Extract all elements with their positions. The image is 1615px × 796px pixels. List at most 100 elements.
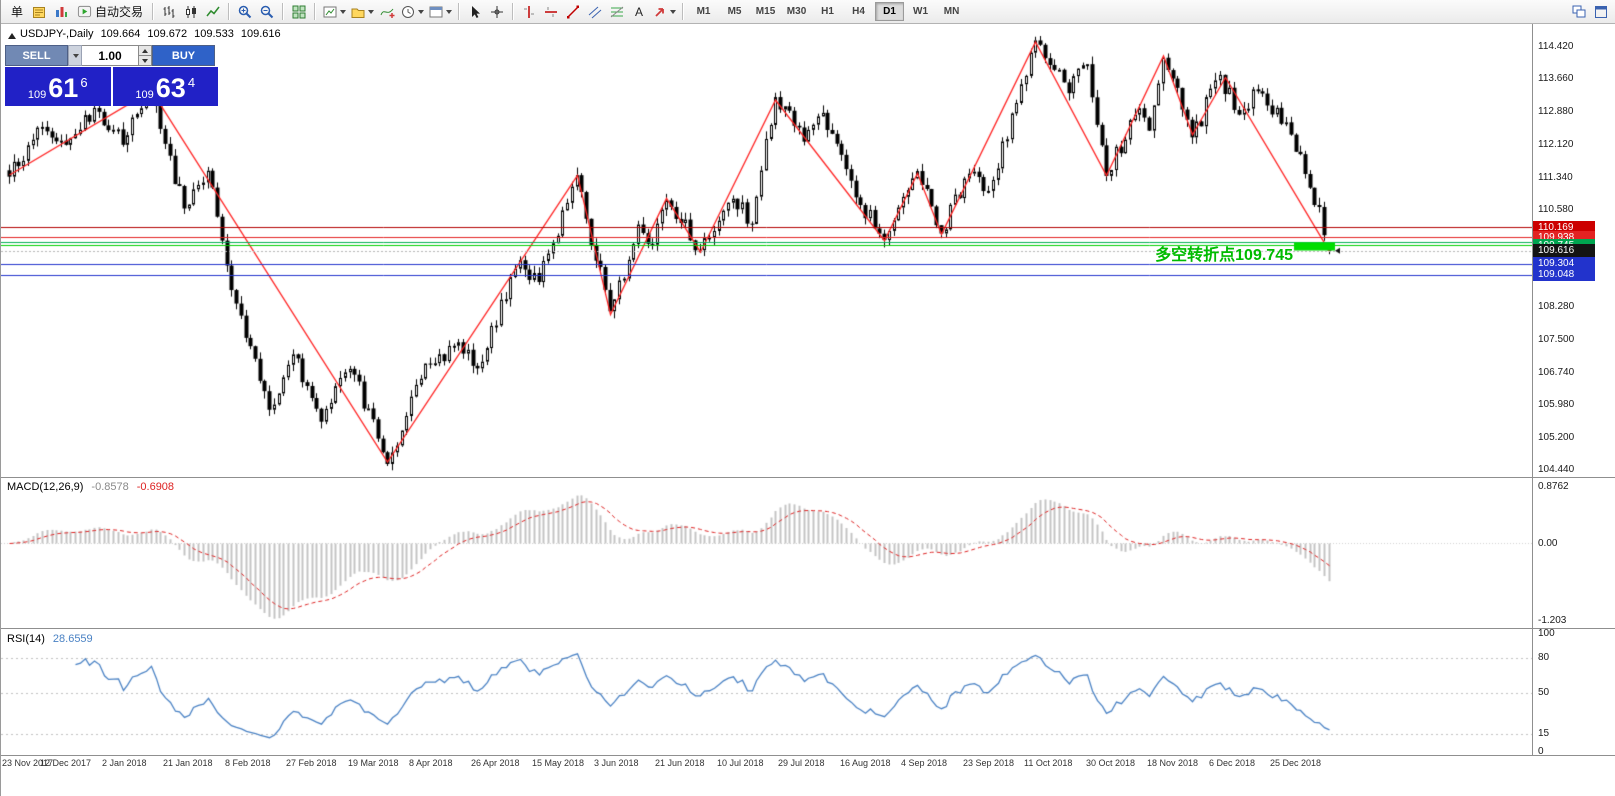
- date-axis-label: 19 Mar 2018: [348, 758, 399, 768]
- fibonacci-icon[interactable]: [606, 2, 628, 22]
- periods-dropdown-icon[interactable]: [418, 9, 425, 14]
- templates-dropdown-icon[interactable]: [446, 9, 453, 14]
- date-axis-label: 8 Feb 2018: [225, 758, 271, 768]
- quote-line: USDJPY-,Daily 109.664 109.672 109.533 10…: [20, 28, 281, 40]
- timeframe-h1-button[interactable]: H1: [821, 6, 834, 17]
- volume-stepper: [138, 45, 152, 66]
- one-click-panel-toggle-icon[interactable]: [8, 33, 16, 39]
- date-axis-label: 18 Nov 2018: [1147, 758, 1199, 768]
- date-axis-label: 12 Dec 2017: [40, 758, 92, 768]
- price-axis-border: [1532, 24, 1533, 755]
- timeframe-mn-button[interactable]: MN: [943, 6, 960, 17]
- text-label-icon[interactable]: A: [628, 2, 650, 22]
- date-axis-label: 4 Sep 2018: [901, 758, 948, 768]
- trade-prices-row: 109 61 6 109 63 4: [5, 67, 218, 106]
- candlestick-chart-icon[interactable]: [180, 2, 202, 22]
- panel-separator[interactable]: [1, 477, 1615, 478]
- date-axis-label: 29 Jul 2018: [778, 758, 825, 768]
- cursor-icon[interactable]: [464, 2, 486, 22]
- volume-input[interactable]: [82, 45, 138, 66]
- date-axis-label: 15 May 2018: [532, 758, 585, 768]
- price-axis-label: 106.740: [1538, 366, 1575, 378]
- buy-price-prefix: 109: [135, 89, 154, 101]
- macd-canvas[interactable]: [1, 478, 1532, 628]
- rsi-canvas[interactable]: [1, 630, 1532, 754]
- date-axis-label: 21 Jun 2018: [655, 758, 705, 768]
- toolbar-separator: [682, 3, 685, 20]
- rsi-value: 28.6559: [52, 633, 93, 645]
- timeframe-h4-button[interactable]: H4: [852, 6, 865, 17]
- chart-text-annotation: 多空转折点109.745: [1155, 247, 1293, 264]
- sell-button[interactable]: SELL: [5, 45, 68, 66]
- trade-controls-row: SELL BUY: [5, 45, 218, 66]
- bar-chart-icon[interactable]: [158, 2, 180, 22]
- timeframe-d1-button[interactable]: D1: [875, 2, 905, 21]
- buy-price-display[interactable]: 109 63 4: [112, 67, 218, 106]
- macd-signal-value: -0.6908: [136, 481, 175, 493]
- zoom-out-icon[interactable]: [256, 2, 278, 22]
- macd-main-value: -0.8578: [91, 481, 129, 493]
- fullscreen-icon[interactable]: [1590, 2, 1612, 22]
- timeframe-m1-button[interactable]: M1: [696, 6, 711, 17]
- tile-windows-icon[interactable]: [288, 2, 310, 22]
- line-chart-icon[interactable]: [202, 2, 224, 22]
- crosshair-icon[interactable]: [486, 2, 508, 22]
- rsi-scale-label: 100: [1538, 628, 1555, 639]
- trendline-icon[interactable]: [562, 2, 584, 22]
- chart-symbol-period: USDJPY-,Daily: [20, 28, 94, 40]
- price-axis-label: 104.440: [1538, 464, 1575, 476]
- timeframe-w1-button[interactable]: W1: [913, 6, 929, 17]
- order-label[interactable]: 单: [11, 5, 24, 19]
- market-watch-icon[interactable]: [50, 2, 72, 22]
- indicators-icon[interactable]: [376, 2, 398, 22]
- price-axis-label: 114.420: [1538, 41, 1574, 52]
- date-axis-label: 26 Apr 2018: [471, 758, 520, 768]
- templates-icon[interactable]: [426, 2, 454, 22]
- date-axis-label: 8 Apr 2018: [409, 758, 453, 768]
- caret-up-icon: [142, 48, 148, 53]
- timeframe-m15-button[interactable]: M15: [755, 6, 776, 17]
- zoom-in-icon[interactable]: [234, 2, 256, 22]
- timeframe-m5-button[interactable]: M5: [727, 6, 742, 17]
- cascade-windows-icon[interactable]: [1568, 2, 1590, 22]
- sell-price-prefix: 109: [27, 89, 47, 101]
- horizontal-line-icon[interactable]: [540, 2, 562, 22]
- price-chart-canvas[interactable]: [1, 24, 1532, 477]
- date-axis-label: 16 Aug 2018: [840, 758, 891, 768]
- equidistant-channel-icon[interactable]: [584, 2, 606, 22]
- rsi-scale-label: 50: [1538, 687, 1550, 698]
- volume-up-button[interactable]: [139, 46, 151, 55]
- date-axis-label: 23 Sep 2018: [963, 758, 1015, 768]
- new-chart-icon[interactable]: [320, 2, 348, 22]
- rsi-scale-label: 15: [1538, 728, 1550, 740]
- date-axis-label: 6 Dec 2018: [1209, 758, 1256, 768]
- periods-icon[interactable]: [398, 2, 426, 22]
- macd-scale-label: 0.8762: [1538, 481, 1569, 493]
- toolbar-separator: [458, 3, 461, 20]
- toolbar-separator: [228, 3, 231, 20]
- panel-separator[interactable]: [1, 628, 1615, 629]
- timeframe-m30-button[interactable]: M30: [786, 6, 807, 17]
- new-order-icon[interactable]: [28, 2, 50, 22]
- autotrading-button[interactable]: 自动交易: [72, 2, 148, 22]
- sell-price-display[interactable]: 109 61 6: [5, 67, 111, 106]
- price-axis-label: 105.200: [1538, 431, 1575, 443]
- date-axis-label: 27 Feb 2018: [286, 758, 337, 768]
- quote-high: 109.672: [147, 28, 188, 40]
- arrows-icon[interactable]: [650, 2, 678, 22]
- price-axis-label: 108.280: [1538, 301, 1575, 313]
- date-axis-label: 2 Jan 2018: [102, 758, 147, 768]
- volume-down-button[interactable]: [139, 55, 151, 65]
- order-options-dropdown[interactable]: [68, 45, 82, 66]
- price-axis-label: 110.580: [1538, 203, 1574, 215]
- profiles-icon[interactable]: [348, 2, 376, 22]
- caret-down-icon: [142, 58, 148, 63]
- quote-close: 109.616: [240, 28, 281, 40]
- vertical-line-icon[interactable]: [518, 2, 540, 22]
- buy-button[interactable]: BUY: [152, 45, 215, 66]
- profiles-dropdown-icon[interactable]: [368, 9, 375, 14]
- new-chart-dropdown-icon[interactable]: [340, 9, 347, 14]
- arrows-dropdown-icon[interactable]: [670, 9, 677, 14]
- price-badge-109.616: 109.616: [1533, 244, 1595, 258]
